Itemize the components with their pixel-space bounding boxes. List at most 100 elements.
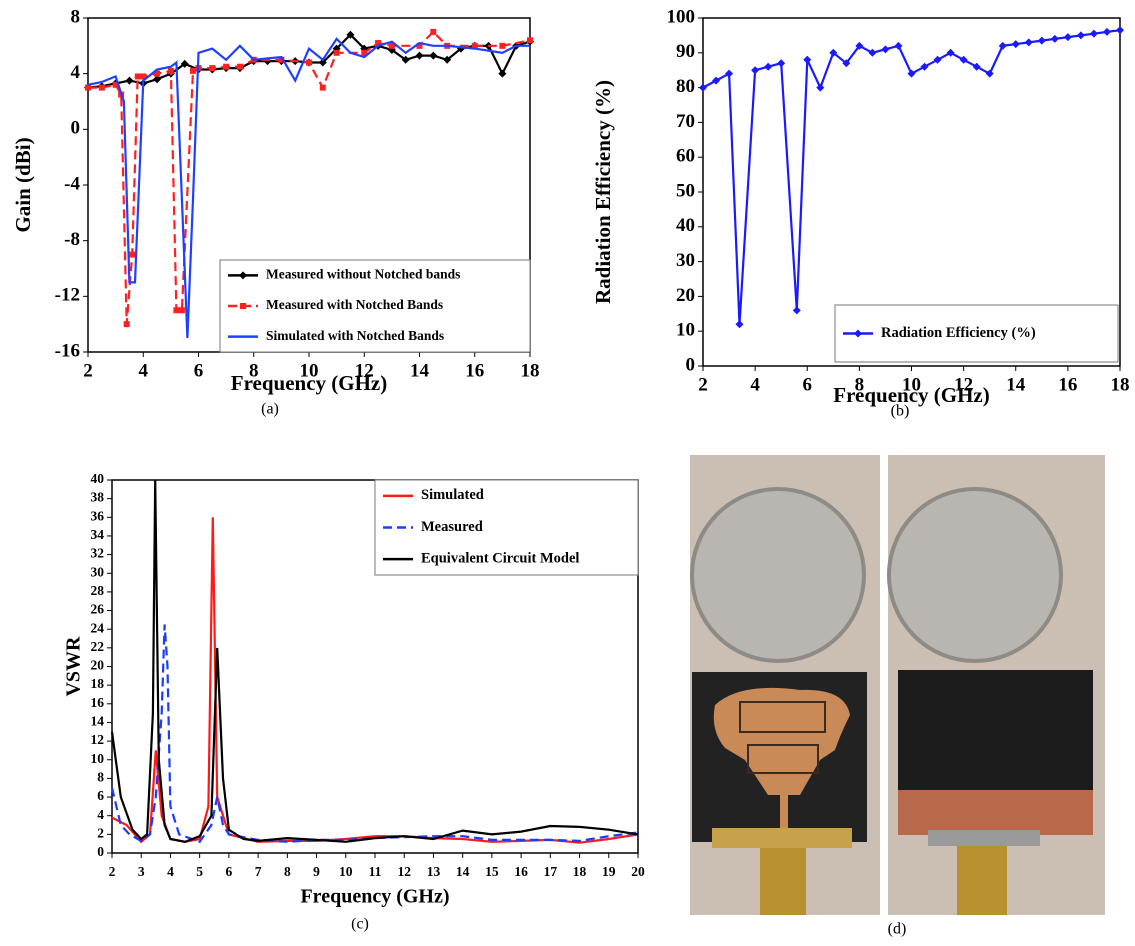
marker: [842, 59, 851, 68]
x-tick-label: 16: [514, 864, 528, 879]
marker: [1102, 27, 1111, 36]
y-tick-label: 30: [91, 564, 105, 579]
marker: [959, 55, 968, 64]
legend-marker: [854, 329, 862, 338]
y-tick-label: 70: [676, 111, 695, 132]
y-tick-label: 0: [686, 354, 696, 375]
marker: [946, 48, 955, 57]
marker: [725, 69, 734, 78]
x-tick-label: 14: [1006, 374, 1026, 395]
marker: [85, 84, 91, 91]
x-tick-label: 6: [194, 360, 204, 381]
marker: [499, 42, 506, 49]
marker: [1116, 26, 1124, 35]
feed: [780, 795, 788, 835]
marker: [125, 76, 134, 85]
marker: [388, 42, 395, 49]
y-axis-label: VSWR: [63, 636, 85, 697]
marker: [803, 55, 812, 64]
coin: [690, 487, 866, 663]
marker: [346, 30, 355, 39]
chart: -16 -12 -8 -4 0 4 8 2 4 6 8 10 12 14 16 18 Frequency (GH…: [11, 6, 540, 417]
marker: [180, 59, 189, 68]
legend-label: Measured without Notched bands: [266, 266, 460, 281]
ground: [898, 790, 1093, 835]
marker: [933, 55, 942, 64]
x-tick-label: 4: [139, 360, 149, 381]
marker: [129, 251, 136, 258]
marker: [173, 307, 180, 314]
y-tick-label: 40: [91, 471, 105, 486]
series-line: [110, 624, 639, 844]
connector: [760, 848, 806, 915]
y-tick-label: 20: [676, 285, 695, 306]
marker: [319, 84, 326, 91]
marker: [430, 28, 437, 35]
y-tick-label: 22: [91, 639, 105, 654]
y-tick-label: 26: [91, 602, 105, 617]
chart: 0 10 20 30 40 50 60 70 80 90 100 2 4 6 8 10 12 14 16 18 Freq…: [591, 6, 1130, 419]
x-tick-label: 20: [631, 864, 645, 879]
x-axis-label: Frequency (GHz): [300, 886, 449, 908]
marker: [894, 41, 903, 50]
marker: [1024, 38, 1033, 47]
marker: [134, 73, 141, 80]
marker: [306, 59, 312, 66]
legend-marker: [239, 271, 247, 280]
x-tick-label: 2: [109, 864, 116, 879]
y-tick-label: 24: [91, 620, 105, 635]
marker: [123, 321, 130, 328]
x-tick-label: 5: [196, 864, 203, 879]
caption: (c): [351, 916, 369, 933]
marker: [1050, 34, 1059, 43]
y-tick-label: 14: [91, 714, 105, 729]
marker: [401, 55, 410, 64]
x-tick-label: 6: [803, 374, 813, 395]
marker: [920, 62, 929, 71]
y-tick-label: 8: [97, 769, 104, 784]
series-line: [110, 479, 639, 843]
caption: (d): [888, 921, 907, 938]
y-tick-label: 34: [91, 527, 105, 542]
y-axis-label: Radiation Efficiency (%): [591, 80, 615, 304]
x-tick-label: 7: [255, 864, 262, 879]
patch: [713, 687, 850, 795]
legend-label: Simulated with Notched Bands: [266, 328, 444, 343]
legend-marker: [240, 303, 246, 309]
marker: [792, 306, 801, 315]
marker: [855, 41, 864, 50]
marker: [1076, 31, 1085, 40]
marker: [712, 76, 721, 85]
legend-label: Measured: [421, 519, 483, 535]
y-tick-label: 4: [71, 62, 81, 83]
legend-label: Measured with Notched Bands: [266, 297, 443, 312]
y-tick-label: 10: [91, 751, 105, 766]
y-tick-label: 30: [676, 250, 695, 271]
y-tick-label: 90: [676, 41, 695, 62]
marker: [98, 84, 105, 91]
connector: [928, 830, 1040, 846]
marker: [816, 83, 825, 92]
x-tick-label: 2: [698, 374, 708, 395]
y-tick-label: 100: [667, 6, 696, 27]
marker: [429, 51, 438, 60]
y-tick-label: 8: [71, 6, 81, 27]
x-tick-label: 18: [1111, 374, 1130, 395]
marker: [333, 49, 340, 56]
y-axis-label: Gain (dBi): [11, 137, 35, 232]
y-tick-label: 60: [676, 146, 695, 167]
marker: [751, 66, 760, 75]
x-tick-label: 12: [397, 864, 411, 879]
marker: [140, 73, 147, 80]
y-tick-label: 32: [91, 546, 105, 561]
x-tick-label: 19: [602, 864, 616, 879]
marker: [361, 49, 368, 56]
marker: [1011, 40, 1020, 49]
x-tick-label: 10: [902, 374, 921, 395]
marker: [527, 37, 533, 44]
y-tick-label: 28: [91, 583, 105, 598]
marker: [985, 69, 994, 78]
y-tick-label: 0: [71, 118, 81, 139]
y-tick-label: 38: [91, 490, 105, 505]
